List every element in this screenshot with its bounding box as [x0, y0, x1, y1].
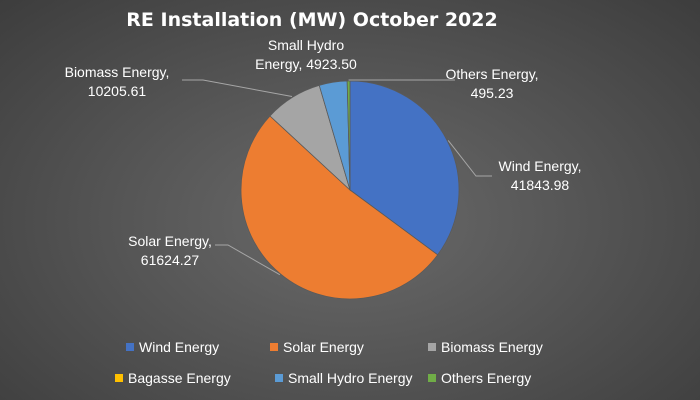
data-label-line: 41843.98 — [511, 177, 570, 193]
legend: Wind Energy Solar Energy Biomass Energy Bag… — [115, 339, 543, 386]
legend-item-wind-energy: Wind Energy — [126, 339, 219, 355]
pie-slices — [240, 80, 460, 300]
legend-swatch — [428, 343, 436, 351]
data-label-line: 61624.27 — [141, 252, 200, 268]
legend-label: Others Energy — [441, 370, 531, 386]
data-label-small-hydro-energy: Small Hydro Energy, 4923.50 — [255, 37, 357, 72]
data-label-line: Solar Energy, — [128, 233, 212, 249]
leader-line-solar-energy — [215, 244, 281, 276]
data-label-line: Small Hydro — [268, 37, 344, 53]
data-label-line: 495.23 — [471, 85, 514, 101]
leader-lines — [182, 79, 492, 276]
legend-item-bagasse-energy: Bagasse Energy — [115, 370, 231, 386]
data-label-line: Wind Energy, — [499, 158, 582, 174]
data-label-wind-energy: Wind Energy, 41843.98 — [499, 158, 582, 193]
legend-swatch — [270, 343, 278, 351]
data-label-line: Others Energy, — [445, 66, 538, 82]
chart-title: RE Installation (MW) October 2022 — [126, 9, 497, 31]
legend-item-others-energy: Others Energy — [428, 370, 531, 386]
legend-swatch — [115, 374, 123, 382]
data-label-solar-energy: Solar Energy, 61624.27 — [128, 233, 212, 268]
leader-line-biomass-energy — [182, 79, 293, 98]
legend-item-small-hydro-energy: Small Hydro Energy — [275, 370, 413, 386]
data-label-line: 10205.61 — [88, 83, 147, 99]
legend-label: Biomass Energy — [441, 339, 543, 355]
legend-label: Bagasse Energy — [128, 370, 231, 386]
slice-others-energy — [346, 80, 351, 191]
legend-label: Small Hydro Energy — [288, 370, 413, 386]
slice-wind-energy — [349, 80, 460, 256]
legend-swatch — [126, 343, 134, 351]
slice-solar-energy — [240, 115, 439, 300]
data-label-line: Energy, 4923.50 — [255, 56, 357, 72]
leader-line-wind-energy — [447, 140, 492, 177]
data-label-others-energy: Others Energy, 495.23 — [445, 66, 538, 101]
legend-item-solar-energy: Solar Energy — [270, 339, 364, 355]
data-labels: Wind Energy, 41843.98 Solar Energy, 61624.2… — [65, 37, 582, 268]
legend-item-biomass-energy: Biomass Energy — [428, 339, 543, 355]
legend-label: Solar Energy — [283, 339, 364, 355]
legend-swatch — [275, 374, 283, 382]
data-label-line: Biomass Energy, — [65, 64, 170, 80]
data-label-biomass-energy: Biomass Energy, 10205.61 — [65, 64, 170, 99]
legend-label: Wind Energy — [139, 339, 219, 355]
legend-swatch — [428, 374, 436, 382]
